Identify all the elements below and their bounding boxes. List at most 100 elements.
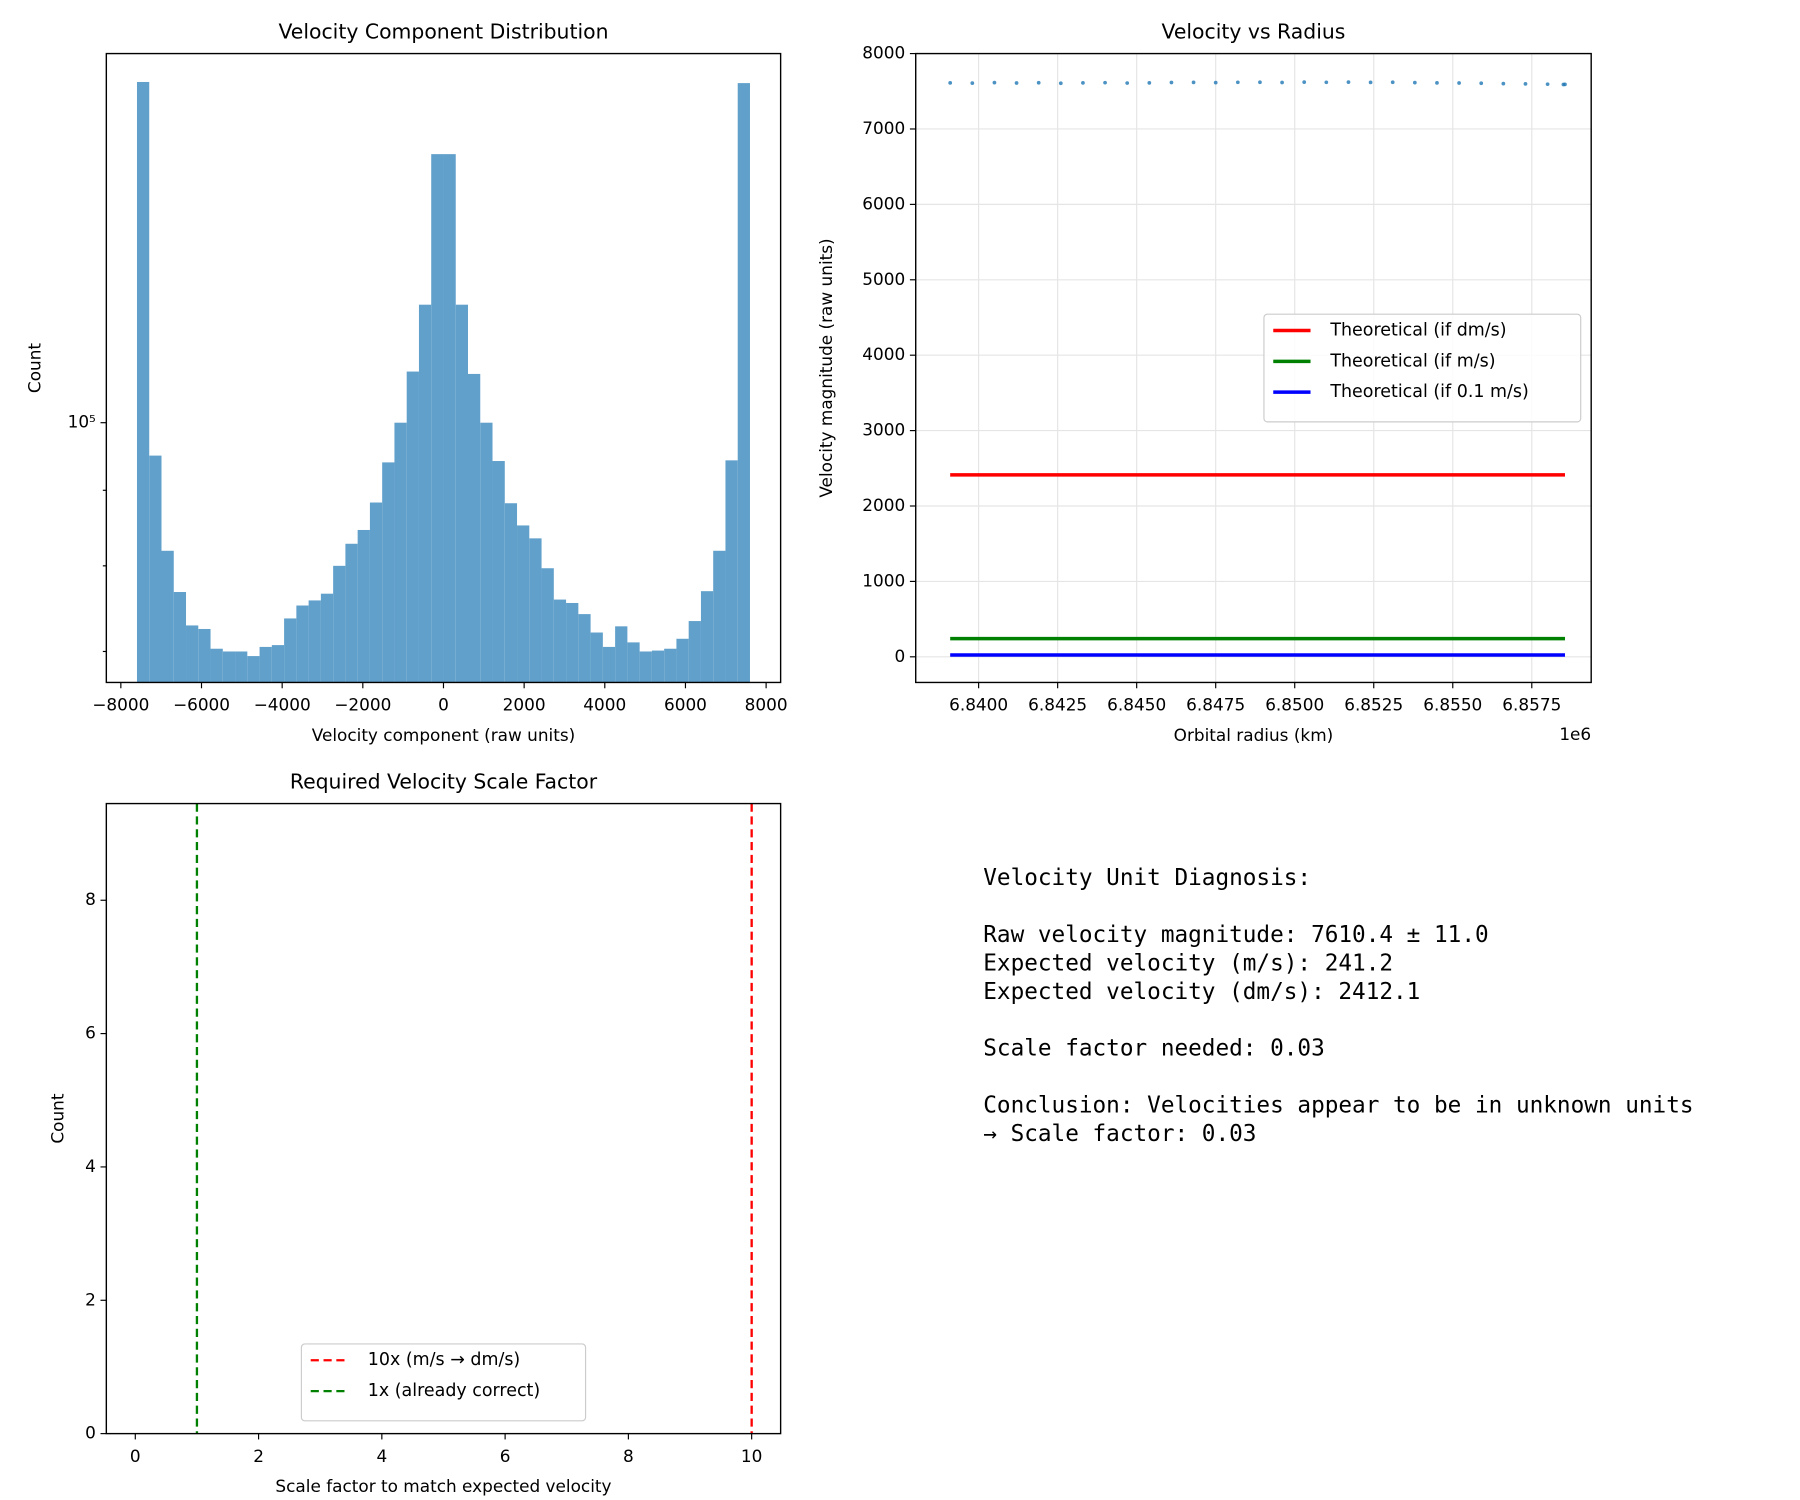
scatter-point: [1081, 81, 1085, 85]
legend-label: Theoretical (if 0.1 m/s): [1329, 382, 1529, 402]
bar: [382, 462, 395, 683]
bar: [308, 600, 321, 683]
bar: [149, 455, 162, 683]
bar: [480, 422, 493, 683]
bar: [529, 538, 542, 683]
bar: [418, 304, 432, 683]
bar: [541, 568, 554, 683]
y-tick-label: 0: [894, 646, 905, 666]
bar: [517, 525, 530, 683]
x-tick-label: 6.8425: [1028, 695, 1087, 715]
scatter-point: [1191, 80, 1196, 85]
diagnosis-line: Expected velocity (dm/s): 2412.1: [983, 979, 1420, 1005]
plot-area: [136, 81, 750, 683]
x-tick-label: −6000: [173, 695, 230, 715]
bar: [455, 304, 468, 683]
scatter-point: [1457, 81, 1461, 85]
bar: [431, 154, 444, 683]
scatter-point: [1103, 80, 1107, 85]
x-tick-label: 6.8550: [1423, 695, 1482, 715]
x-tick-label: 4000: [583, 695, 626, 715]
y-tick-label: 6: [85, 1023, 96, 1043]
bar: [676, 638, 689, 683]
bar: [492, 461, 505, 683]
scatter-point: [948, 80, 953, 85]
bar: [198, 628, 211, 683]
x-tick-label: 6.8525: [1344, 695, 1403, 715]
bar: [173, 592, 187, 683]
legend: Theoretical (if dm/s) Theoretical (if m/s…: [1263, 313, 1582, 423]
scatter-point: [992, 80, 997, 85]
x-tick-label: 6: [500, 1446, 511, 1466]
bar: [271, 645, 285, 683]
scatter-point: [1545, 82, 1550, 87]
y-tick-label: 3000: [862, 420, 905, 440]
y-tick-label: 6000: [862, 193, 905, 213]
bar: [284, 618, 297, 683]
x-tick-label: 10: [741, 1446, 762, 1466]
plot-area: [195, 803, 753, 1434]
bar: [590, 632, 603, 683]
x-tick-label: −8000: [92, 695, 149, 715]
x-tick-label: −4000: [254, 695, 311, 715]
x-tick-label: 6.8575: [1502, 695, 1561, 715]
bar: [578, 614, 591, 683]
bar: [357, 529, 370, 683]
scatter-point: [1501, 81, 1506, 86]
x-axis-label: Scale factor to match expected velocity: [275, 1476, 611, 1496]
chart-title: Velocity vs Radius: [1162, 20, 1346, 44]
legend-label: Theoretical (if dm/s): [1329, 320, 1506, 340]
y-tick-label: 1000: [862, 570, 905, 590]
bar: [651, 650, 665, 683]
x-tick-label: 2000: [503, 695, 546, 715]
x-tick-label: 0: [130, 1446, 141, 1466]
bar: [333, 565, 346, 683]
x-tick-label: 0: [438, 695, 449, 715]
x-offset-label: 1e6: [1559, 724, 1591, 744]
scatter-point: [1125, 81, 1130, 85]
scatter-point: [1235, 80, 1240, 85]
bar: [320, 593, 334, 683]
diagnosis-line: Expected velocity (m/s): 241.2: [983, 950, 1393, 976]
bar: [296, 605, 309, 683]
scatter-point: [1036, 80, 1041, 85]
scatter-point: [1435, 80, 1439, 85]
bar: [713, 550, 726, 683]
diagnosis-line: Conclusion: Velocities appear to be in u…: [983, 1092, 1693, 1118]
x-tick-label: 2: [253, 1446, 264, 1466]
bar: [186, 625, 199, 683]
scatter-point: [1523, 82, 1528, 86]
axes-frame: [105, 802, 782, 1435]
x-tick-label: 6.8475: [1186, 695, 1245, 715]
axes-frame: [915, 52, 1592, 684]
x-tick-label: 8: [623, 1446, 634, 1466]
bar: [639, 651, 652, 683]
scatter-point: [1014, 81, 1019, 85]
bar: [725, 460, 738, 683]
bar: [247, 656, 260, 683]
scatter-point: [1169, 80, 1174, 85]
scatter-point: [1302, 80, 1307, 85]
bar: [345, 543, 358, 683]
panel: −8000 −6000 −4000 −2000 0 2000 4000 6000 8000 10⁵…: [24, 20, 787, 745]
bar: [664, 648, 677, 683]
scatter-point: [970, 81, 975, 85]
bar: [369, 502, 383, 683]
bar: [688, 621, 701, 683]
y-axis-label: Count: [24, 343, 44, 393]
bar: [406, 371, 419, 683]
bar: [259, 646, 272, 683]
bar: [467, 373, 481, 683]
scatter-point: [1258, 80, 1262, 85]
legend-label: 1x (already correct): [368, 1381, 540, 1401]
bar: [161, 550, 174, 683]
chart-title: Required Velocity Scale Factor: [290, 770, 598, 794]
x-tick-label: 6.8450: [1107, 695, 1166, 715]
bar: [553, 599, 567, 683]
y-tick-label: 2: [85, 1289, 96, 1309]
bar: [737, 83, 750, 683]
panel: 0 2 4 6 8 10 0 2 4 6 8 Required Velocity Scale Fact…: [48, 770, 782, 1496]
scatter-point: [1058, 81, 1063, 86]
legend-label: Theoretical (if m/s): [1329, 351, 1495, 371]
